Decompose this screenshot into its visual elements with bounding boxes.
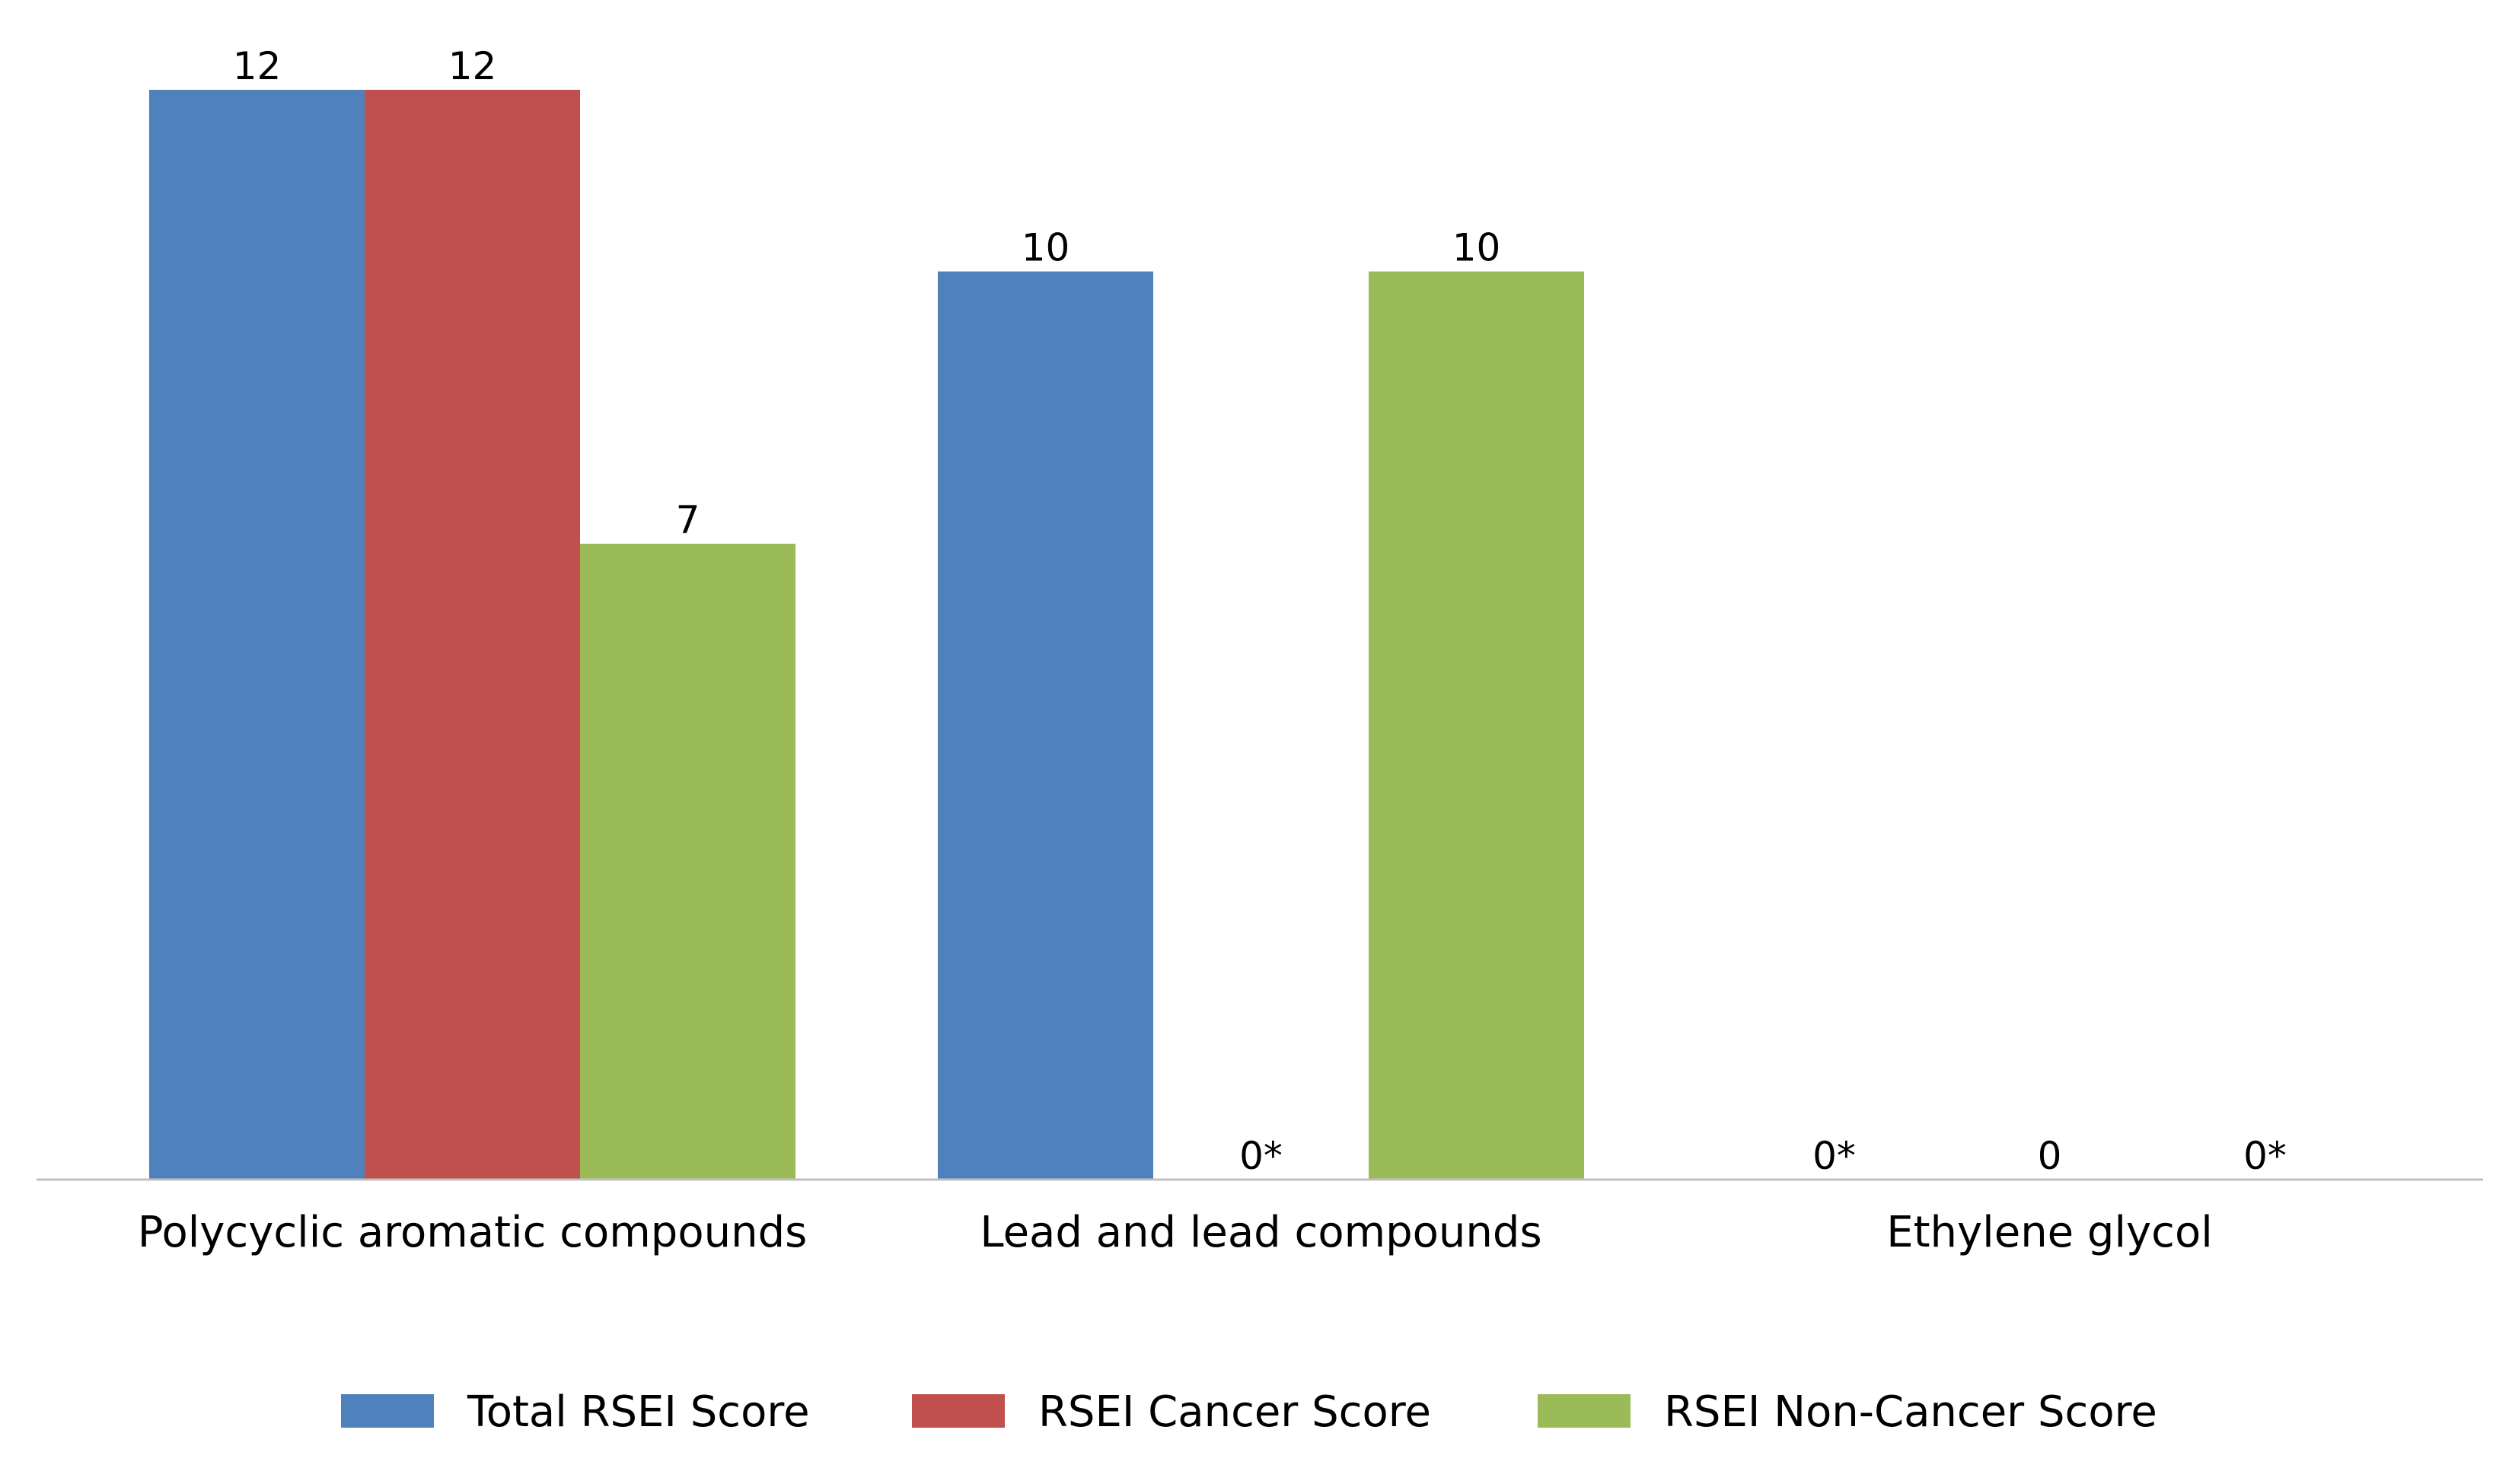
legend-label: RSEI Non-Cancer Score	[1664, 1387, 2157, 1437]
bar-rsei-non-cancer-score-2	[1369, 271, 1584, 1180]
data-label: 0*	[2243, 1134, 2287, 1178]
legend: Total RSEI Score RSEI Cancer Score RSEI No…	[341, 1387, 2157, 1437]
category-label: Ethylene glycol	[1886, 1208, 2213, 1257]
data-label: 10	[1022, 226, 1070, 270]
legend-swatch	[1538, 1394, 1631, 1428]
data-labels-layer: 12 12 7 10 0* 10 0* 0 0*	[233, 44, 2287, 1178]
bar-rsei-cancer-score-1	[365, 90, 580, 1180]
bars-layer	[149, 90, 1584, 1180]
category-label: Lead and lead compounds	[980, 1208, 1541, 1257]
bar-rsei-non-cancer-score-1	[580, 543, 795, 1180]
category-labels-layer: Polycyclic aromatic compounds Lead and le…	[138, 1208, 2213, 1257]
data-label: 0*	[1812, 1134, 1856, 1178]
bar-total-rsei-score-2	[938, 271, 1153, 1180]
category-label: Polycyclic aromatic compounds	[138, 1208, 808, 1257]
legend-swatch	[912, 1394, 1005, 1428]
data-label: 12	[233, 44, 282, 88]
data-label: 0*	[1239, 1134, 1283, 1178]
data-label: 10	[1452, 226, 1501, 270]
legend-label: Total RSEI Score	[467, 1387, 810, 1437]
legend-swatch	[341, 1394, 434, 1428]
legend-label: RSEI Cancer Score	[1038, 1387, 1431, 1437]
data-label: 12	[448, 44, 497, 88]
bar-total-rsei-score-1	[149, 90, 365, 1180]
data-label: 7	[676, 498, 700, 543]
data-label: 0	[2038, 1134, 2062, 1178]
